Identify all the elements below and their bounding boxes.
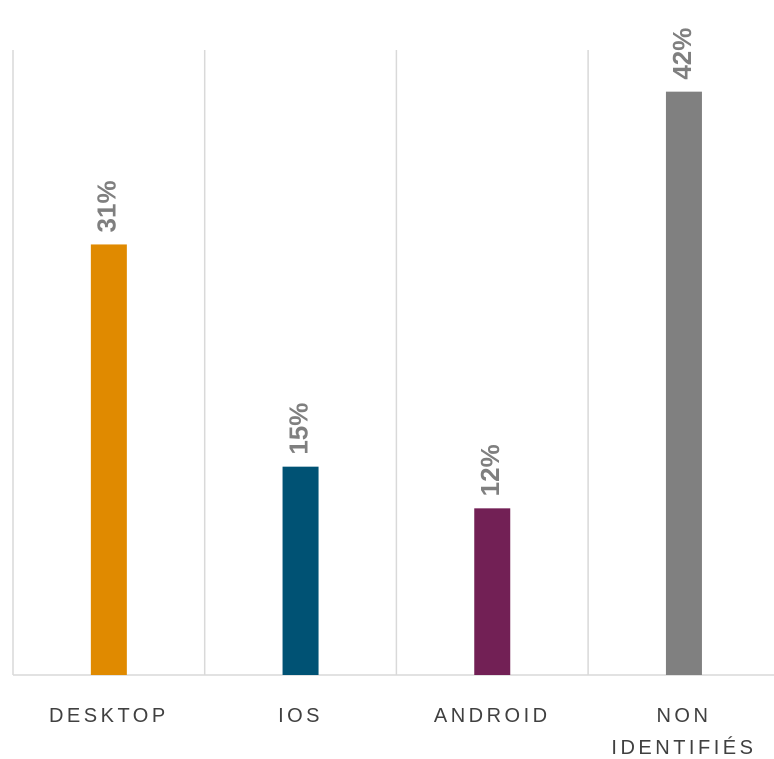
x-tick-label: DESKTOP <box>48 705 169 727</box>
value-label: 31% <box>92 180 122 232</box>
bar <box>474 508 511 675</box>
bar <box>90 244 127 675</box>
bar <box>282 466 319 675</box>
value-label: 15% <box>283 403 313 455</box>
x-tick-label: IOS <box>278 705 324 727</box>
value-label: 12% <box>475 444 505 496</box>
bar <box>665 91 702 675</box>
value-label: 42% <box>667 28 697 80</box>
x-tick-label: ANDROID <box>433 705 551 727</box>
x-tick-label: NON IDENTIFIÉS <box>611 705 757 759</box>
